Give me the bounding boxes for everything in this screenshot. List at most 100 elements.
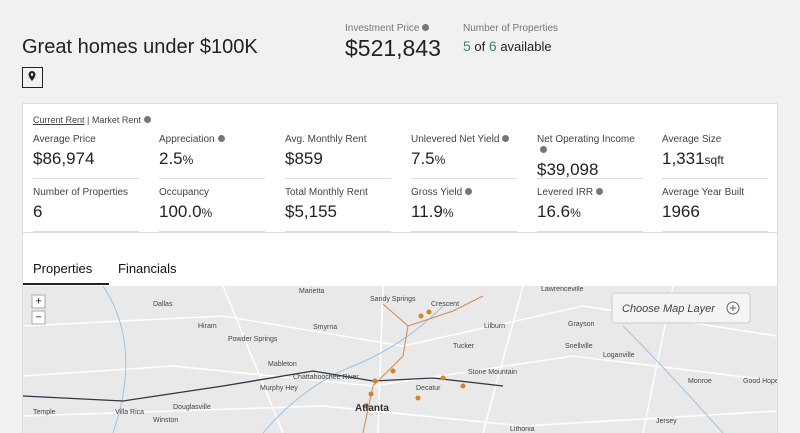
map-label: Sandy Springs: [370, 296, 416, 303]
metric-label-text: Average Price: [33, 134, 96, 145]
metric: Avg. Monthly Rent $859: [285, 134, 391, 179]
map-label: Grayson: [568, 321, 595, 328]
metric-label-text: Avg. Monthly Rent: [285, 134, 367, 145]
metric-label-text: Levered IRR: [537, 187, 594, 198]
metric-value: 11.9%: [411, 202, 517, 222]
metric-label-text: Average Year Built: [662, 187, 745, 198]
metric-label-text: Appreciation: [159, 134, 215, 145]
rent-tabs: Current Rent | Market Rent: [33, 115, 151, 125]
metric-value-text: 1966: [662, 202, 700, 221]
metric-unit: %: [201, 206, 213, 220]
metric-label: Number of Properties: [33, 187, 139, 198]
metric-unit: %: [182, 153, 194, 167]
tab[interactable]: Properties: [33, 261, 93, 276]
metric-value-text: 7.5: [411, 149, 435, 168]
metric-value: 2.5%: [159, 149, 265, 169]
map-label: Villa Rica: [115, 409, 144, 416]
metric-label: Average Size: [662, 134, 768, 145]
investment-price: $521,843: [345, 35, 441, 61]
metric-label-text: Net Operating Income: [537, 134, 635, 145]
properties-label: Number of Properties: [463, 23, 559, 34]
map-pin: [368, 391, 374, 397]
map-pin: [418, 313, 424, 319]
metric: Total Monthly Rent $5,155: [285, 187, 391, 232]
metric-value-text: 2.5: [159, 149, 183, 168]
map-label: Hiram: [198, 323, 217, 330]
title: Great homes under $100K: [22, 36, 258, 58]
metric-value-text: $86,974: [33, 149, 95, 168]
metric-unit: sqft: [704, 153, 724, 167]
metric: Net Operating Income $39,098: [537, 134, 643, 179]
map-label: Temple: [33, 409, 56, 416]
current-rent-tab[interactable]: Current Rent: [33, 115, 85, 125]
map-label: Powder Springs: [228, 336, 278, 343]
metric-unit: %: [434, 153, 446, 167]
metric-label-text: Occupancy: [159, 187, 210, 198]
metric-value: 1966: [662, 202, 768, 222]
metric-value: $859: [285, 149, 391, 169]
map-pin: [372, 378, 378, 384]
metric-unit: %: [570, 206, 581, 220]
map-label: Dallas: [153, 301, 173, 308]
metric-value-text: 16.6: [537, 202, 571, 221]
metric-label: Gross Yield: [411, 187, 517, 198]
map-layer-label: Choose Map Layer: [622, 303, 716, 315]
metric-value: 7.5%: [411, 149, 517, 169]
map-label: Jersey: [656, 418, 677, 425]
map-pin: [415, 395, 421, 401]
metric: Occupancy 100.0%: [159, 187, 265, 232]
map-pin: [426, 309, 432, 315]
metric-label: Average Year Built: [662, 187, 768, 198]
metric-label-text: Average Size: [662, 134, 722, 145]
metric-value: 16.6%: [537, 202, 643, 222]
location-button[interactable]: [22, 67, 43, 88]
map-label: Marietta: [299, 288, 324, 295]
map-pin: [460, 383, 466, 389]
metric-label: Total Monthly Rent: [285, 187, 391, 198]
metric: Number of Properties 6: [33, 187, 139, 232]
map-label: Lawrenceville: [541, 286, 584, 293]
map-label: Loganville: [603, 352, 635, 359]
metric: Gross Yield 11.9%: [411, 187, 517, 232]
metric-value-text: 6: [33, 202, 43, 221]
info-icon: [217, 135, 225, 142]
zoom-out[interactable]: [31, 310, 46, 325]
map-layer-button[interactable]: [611, 292, 751, 324]
tab[interactable]: Financials: [118, 261, 177, 276]
metric-value: $86,974: [33, 149, 139, 169]
map-pin: [390, 368, 396, 374]
metric-value: $39,098: [537, 160, 643, 180]
map-label: Good Hope: [743, 378, 777, 385]
map-pin: [363, 403, 369, 409]
map-label: Stone Mountain: [468, 369, 517, 376]
market-rent-tab[interactable]: Market Rent: [91, 115, 141, 125]
metric-label: Net Operating Income: [537, 134, 643, 156]
metric: Average Year Built 1966: [662, 187, 768, 232]
map[interactable]: + − Choose Map Layer Marietta Dallas Sandy…: [23, 286, 777, 433]
metric: Average Price $86,974: [33, 134, 139, 179]
properties-count: 5 of 6 available: [463, 38, 552, 54]
map-label: Lilburn: [484, 323, 505, 330]
metric-label-text: Number of Properties: [33, 187, 129, 198]
map-label: Crescent: [431, 301, 459, 308]
metric-label: Unlevered Net Yield: [411, 134, 517, 145]
zoom-in[interactable]: [31, 294, 46, 309]
info-icon: [502, 135, 510, 142]
metric: Levered IRR 16.6%: [537, 187, 643, 232]
zoom-in-label: +: [35, 296, 41, 308]
metric: Appreciation 2.5%: [159, 134, 265, 179]
investment-price-label: Investment Price: [345, 23, 430, 34]
metric-value: $5,155: [285, 202, 391, 222]
metric-value-text: $859: [285, 149, 323, 168]
map-label: Decatur: [416, 385, 441, 392]
map-label: Lithonia: [510, 426, 535, 433]
map-label: Atlanta: [355, 403, 389, 414]
metric-label: Average Price: [33, 134, 139, 145]
metric-value-text: 1,331: [662, 149, 705, 168]
info-icon: [596, 188, 604, 195]
map-label: Murphy Hey: [260, 385, 298, 392]
metric-value: 6: [33, 202, 139, 222]
metric: Average Size 1,331sqft: [662, 134, 768, 179]
summary-card: Current Rent | Market Rent Average Price…: [22, 103, 778, 433]
